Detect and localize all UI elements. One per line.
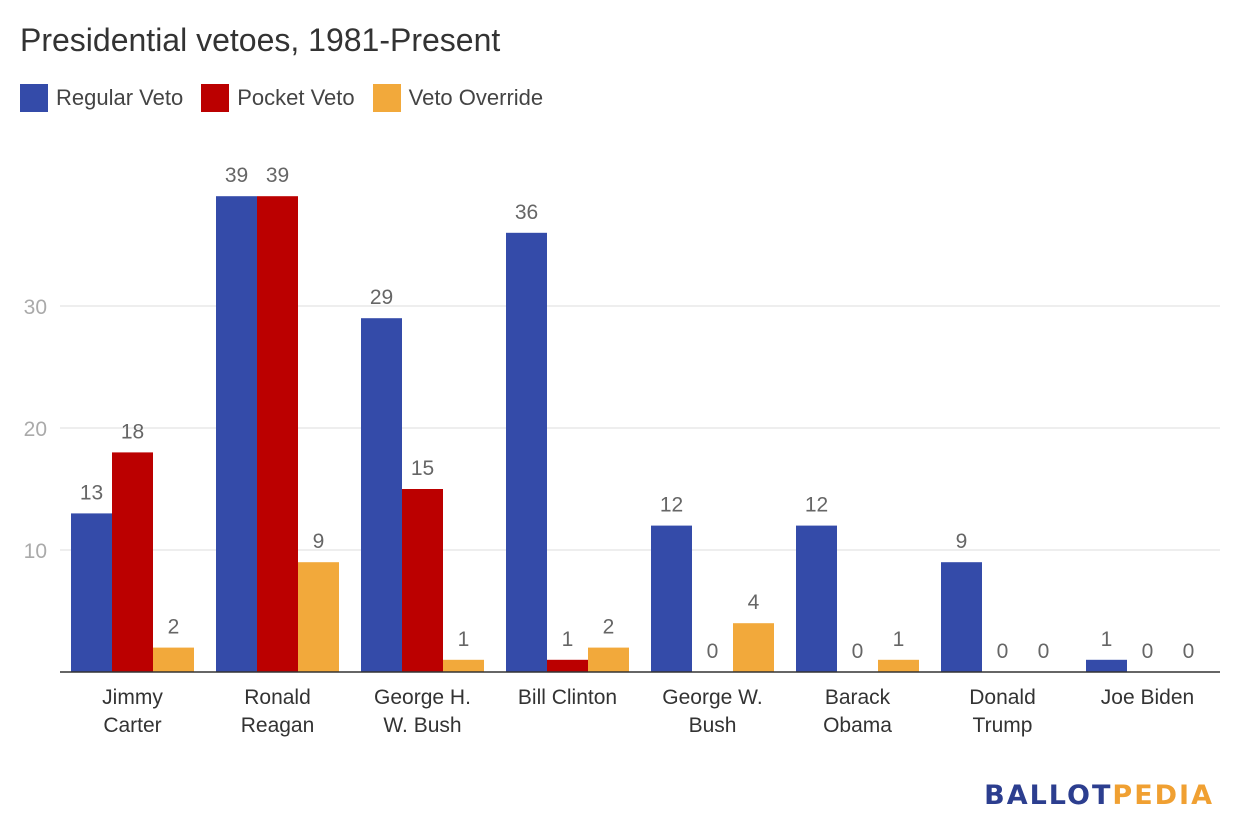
- bar: [733, 623, 774, 672]
- data-label: 29: [370, 286, 393, 309]
- data-label: 0: [852, 640, 864, 663]
- x-tick-label-line: George W.: [662, 686, 762, 709]
- bar: [796, 525, 837, 672]
- data-label: 9: [956, 530, 968, 553]
- x-tick-label-line: Reagan: [241, 714, 315, 737]
- x-tick-label-line: Donald: [969, 686, 1036, 709]
- legend-label: Regular Veto: [56, 85, 184, 110]
- legend-item-regular-veto: Regular Veto: [20, 84, 183, 112]
- bar: [361, 318, 402, 672]
- x-tick-label: Joe Biden: [1101, 686, 1194, 709]
- data-label: 36: [515, 201, 538, 224]
- x-tick-label-line: Jimmy: [102, 686, 163, 709]
- x-tick-label-line: Ronald: [244, 686, 311, 709]
- data-label: 1: [1101, 628, 1113, 651]
- x-tick-label-line: Barack: [825, 686, 891, 709]
- logo-part-pedia: PEDIA: [1112, 780, 1214, 811]
- data-label: 2: [168, 616, 180, 639]
- bar: [298, 562, 339, 672]
- x-tick-label-line: Bill Clinton: [518, 686, 617, 709]
- data-label: 39: [225, 164, 248, 187]
- legend-label: Veto Override: [408, 85, 544, 110]
- x-tick-label-line: Obama: [823, 714, 892, 737]
- data-label: 0: [1142, 640, 1154, 663]
- data-label: 12: [805, 494, 828, 517]
- bar: [257, 196, 298, 672]
- legend-item-pocket-veto: Pocket Veto: [201, 84, 355, 112]
- data-label: 0: [1183, 640, 1195, 663]
- data-label: 15: [411, 457, 434, 480]
- data-label: 4: [748, 591, 760, 614]
- legend-label: Pocket Veto: [237, 85, 355, 110]
- bar: [443, 659, 484, 672]
- ballotpedia-logo: BALLOTPEDIA: [984, 780, 1214, 811]
- bar: [1086, 659, 1127, 672]
- legend-item-veto-override: Veto Override: [372, 84, 544, 112]
- data-label: 13: [80, 481, 103, 504]
- x-tick-label: Bill Clinton: [518, 686, 617, 709]
- data-label: 0: [997, 640, 1009, 663]
- x-tick-label: George W. Bush: [662, 686, 762, 737]
- bar: [402, 489, 443, 672]
- y-tick-label: 10: [24, 540, 47, 563]
- bar: [71, 513, 112, 672]
- x-tick-label: Jimmy Carter: [102, 686, 163, 737]
- legend-swatch-pocket-veto: [201, 84, 230, 112]
- legend-swatch-regular-veto: [20, 84, 48, 112]
- legend: Regular Veto Pocket Veto Veto Override: [20, 84, 561, 112]
- y-tick-label: 20: [24, 418, 47, 441]
- x-tick-label-line: Bush: [689, 714, 737, 737]
- data-label: 9: [313, 530, 325, 553]
- chart-title: Presidential vetoes, 1981-Present: [20, 22, 501, 58]
- x-tick-label: Barack Obama: [823, 686, 892, 737]
- bar: [547, 659, 588, 672]
- x-tick-label-line: Joe Biden: [1101, 686, 1194, 709]
- data-label: 18: [121, 420, 144, 443]
- bar: [112, 452, 153, 672]
- bar: [153, 647, 194, 672]
- bar: [588, 647, 629, 672]
- x-tick-label-line: W. Bush: [383, 714, 461, 737]
- logo-part-ballot: BALLOT: [984, 780, 1113, 811]
- x-tick-label: Ronald Reagan: [241, 686, 315, 737]
- data-label: 12: [660, 494, 683, 517]
- data-label: 0: [1038, 640, 1050, 663]
- data-label: 1: [893, 628, 905, 651]
- bar: [506, 232, 547, 673]
- x-tick-label-line: Trump: [973, 714, 1033, 737]
- data-label: 39: [266, 164, 289, 187]
- legend-swatch-veto-override: [372, 84, 401, 112]
- data-label: 0: [707, 640, 719, 663]
- x-tick-label-line: George H.: [374, 686, 471, 709]
- bar: [651, 525, 692, 672]
- bar: [878, 659, 919, 672]
- y-tick-label: 30: [24, 296, 47, 319]
- bar: [216, 196, 257, 672]
- x-tick-label-line: Carter: [103, 714, 161, 737]
- x-tick-label: George H. W. Bush: [374, 686, 471, 737]
- x-tick-label: Donald Trump: [969, 686, 1036, 737]
- data-label: 1: [458, 628, 470, 651]
- data-label: 1: [562, 628, 574, 651]
- data-label: 2: [603, 616, 615, 639]
- bar: [941, 562, 982, 672]
